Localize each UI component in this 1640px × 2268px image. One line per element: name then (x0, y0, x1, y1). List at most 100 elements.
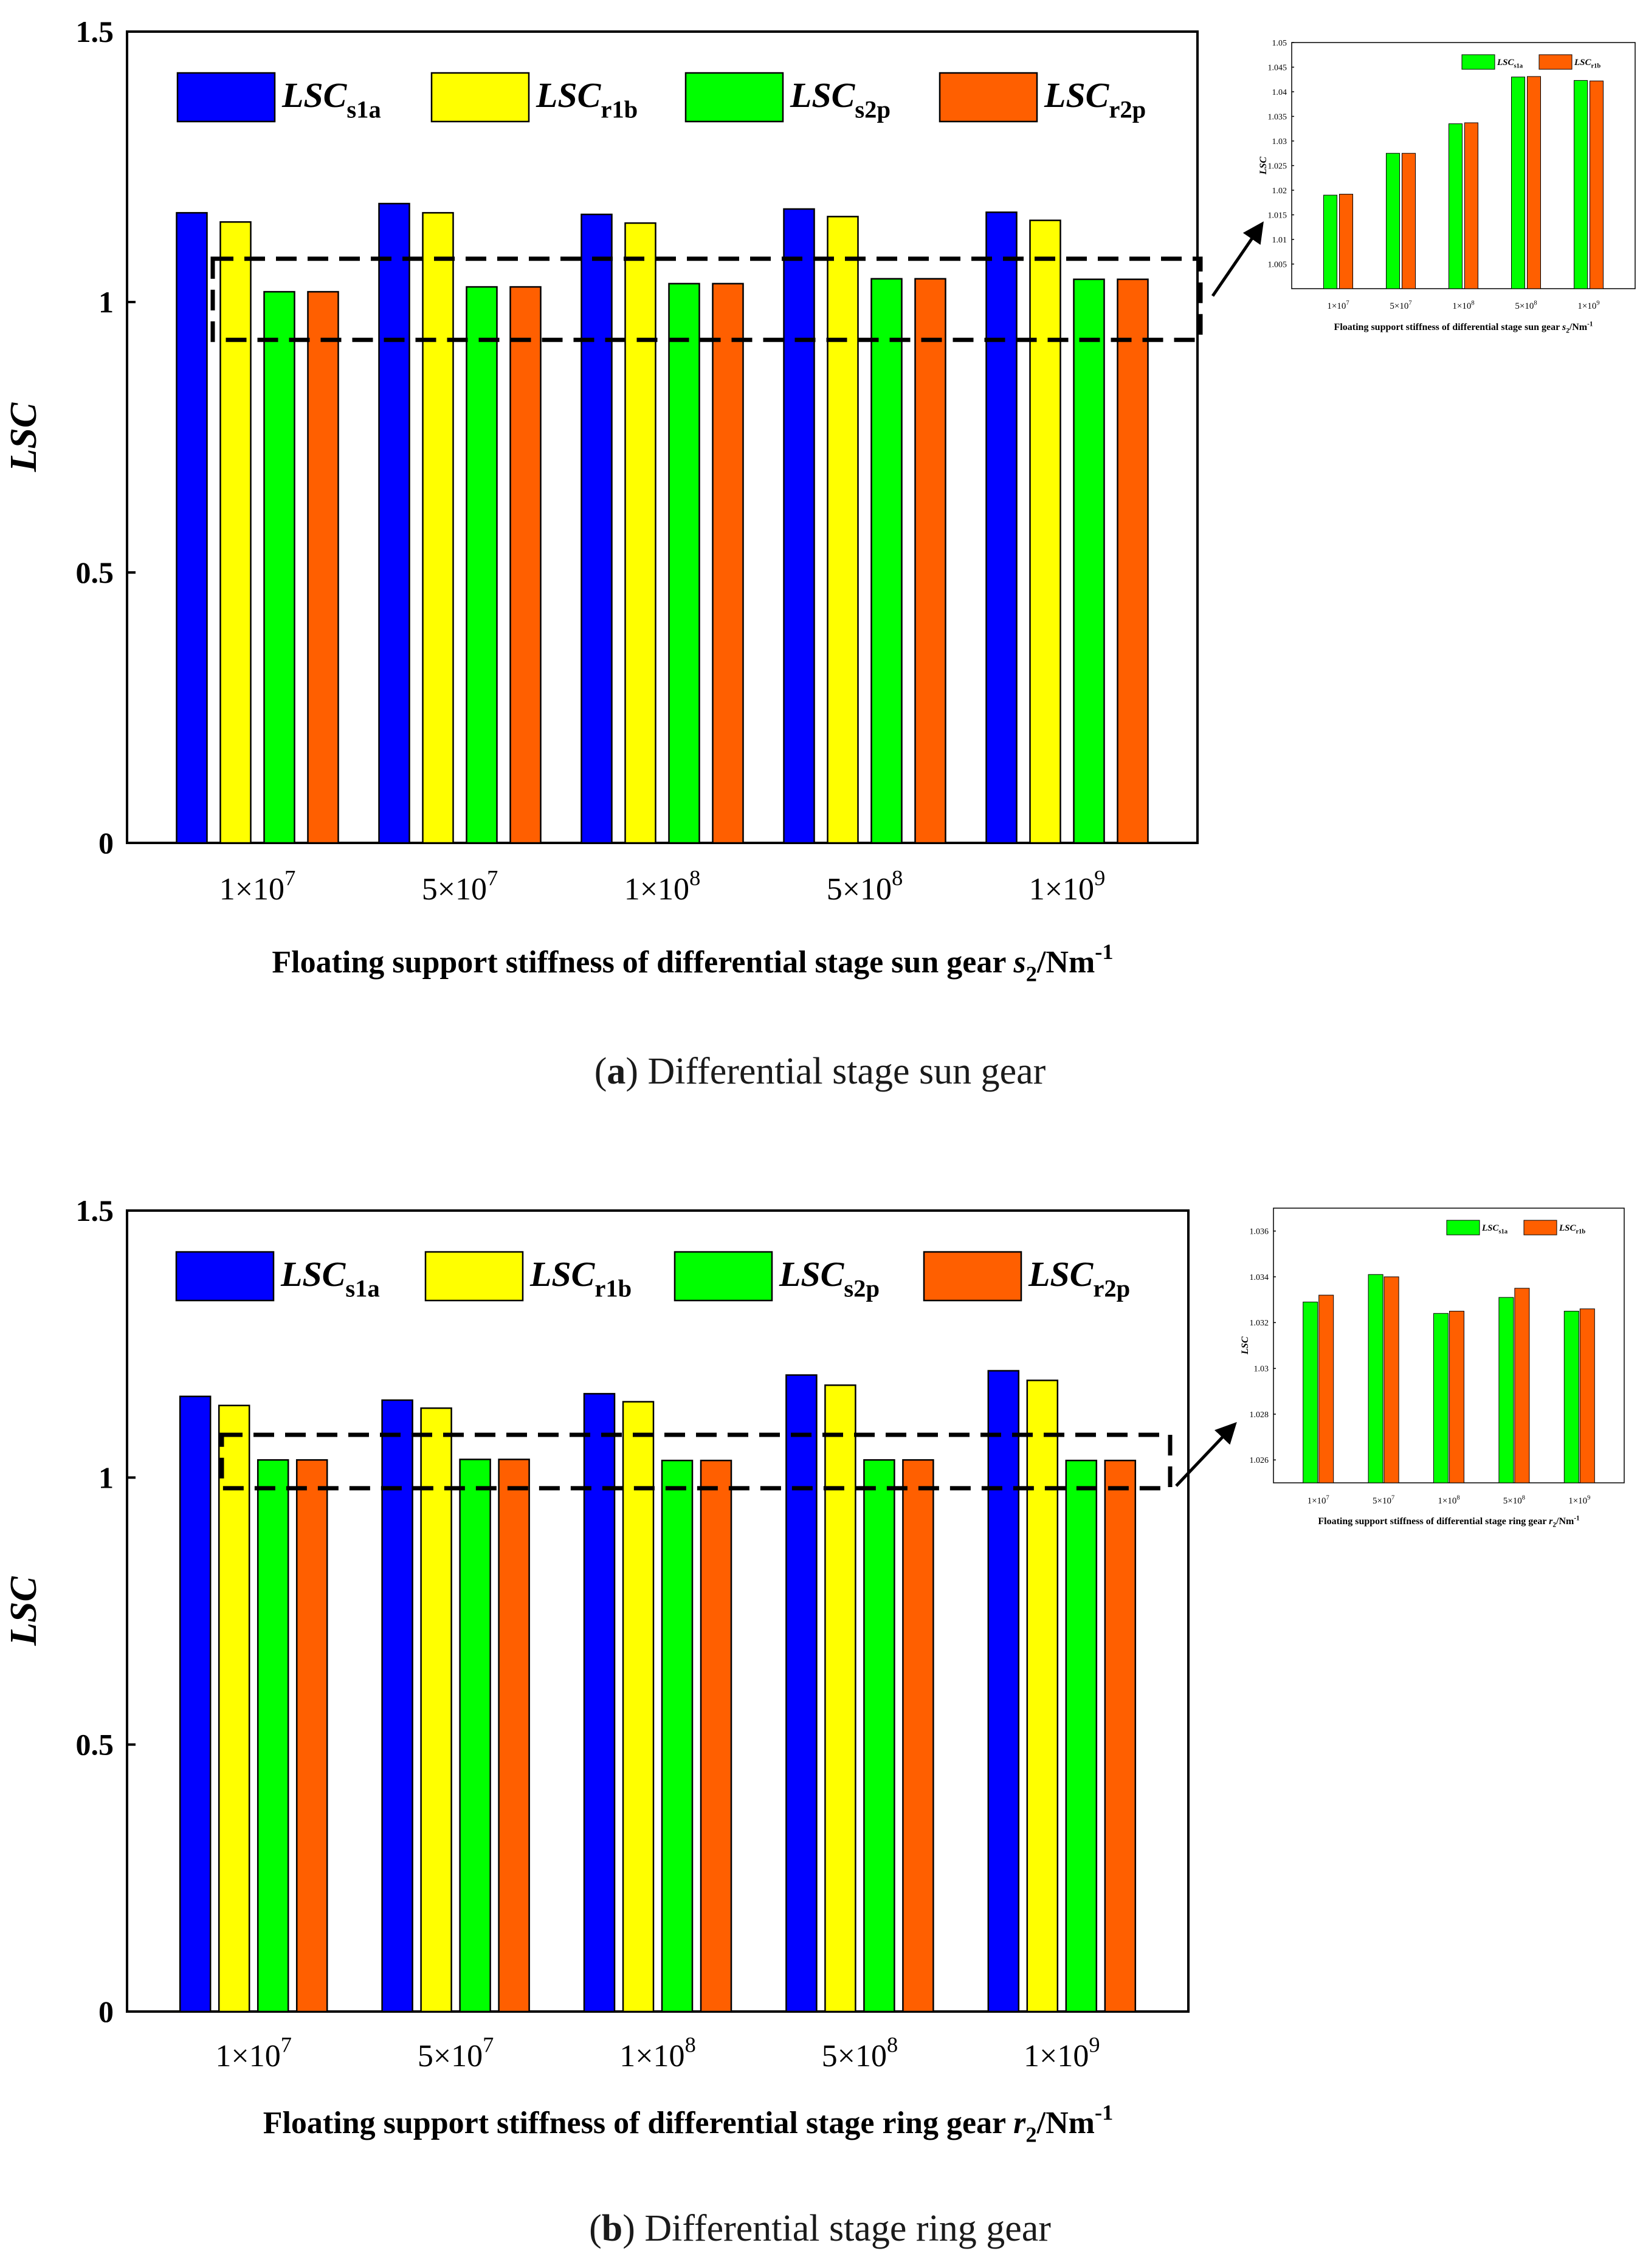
chart-a-xtick-label: 1×109 (1029, 866, 1106, 907)
chart-b-bar-r2p (902, 1459, 934, 2013)
chart-a-xlabel: Floating support stiffness of differenti… (272, 940, 1113, 986)
chart-b-legend-swatch-r2p (923, 1251, 1022, 1302)
chart-a-legend-sub: r2p (1109, 95, 1146, 123)
chart-a-xtick-base: 1×10 (219, 872, 284, 907)
chart-b-inset-bar-r2p (1383, 1276, 1399, 1483)
chart-b-inset-xtick-exp: 7 (1326, 1494, 1329, 1501)
chart-b-xtick-label: 1×109 (1024, 2033, 1100, 2074)
chart-a-legend-label-s2p: LSCs2p (790, 75, 891, 123)
caption-b-letter: b (601, 2208, 623, 2249)
chart-a-legend-label-s1a: LSCs1a (281, 75, 381, 123)
chart-a-xtick-exp: 7 (284, 866, 295, 890)
chart-a-legend-label-r1b: LSCr1b (536, 75, 638, 123)
chart-a-xlabel-text: Floating support stiffness of differenti… (272, 945, 1013, 980)
chart-a-bar-s2p (263, 290, 295, 844)
chart-b-inset-ytick-label: 1.026 (1250, 1456, 1269, 1465)
chart-b-xtick-base: 1×10 (215, 2039, 280, 2074)
chart-a-inset-ytick-label: 1.045 (1268, 63, 1287, 72)
chart-b-inset-xtick-exp: 8 (1456, 1494, 1459, 1501)
chart-b-inset-legend-sub: r1b (1576, 1228, 1586, 1235)
chart-a-inset-legend-sub: s1a (1514, 63, 1523, 69)
chart-a-bar-r2p (307, 290, 339, 844)
chart-a-plot-frame (126, 30, 1199, 844)
chart-a-inset-xtick-label: 5×108 (1515, 300, 1537, 311)
chart-b-bar-s1a (785, 1374, 818, 2013)
chart-b-bar-r2p (1104, 1459, 1137, 2013)
chart-a-inset-legend-swatch-s2p (1461, 54, 1495, 70)
chart-a-bar-r1b (219, 221, 252, 844)
chart-b-legend-sub: s2p (844, 1274, 880, 1302)
chart-a-inset-xtick-label: 1×109 (1577, 300, 1599, 311)
chart-b-legend-swatch-s2p (674, 1251, 773, 1302)
chart-a-xlabel-sub: 2 (1026, 962, 1037, 986)
chart-a-inset-xtick-base: 5×10 (1390, 301, 1408, 311)
chart-b-inset-legend-label-r2p: LSCr1b (1559, 1223, 1585, 1235)
chart-b-inset-xtick-label: 1×109 (1568, 1494, 1590, 1506)
chart-b-bar-r2p (295, 1459, 328, 2013)
chart-a-ytick-label: 0.5 (76, 555, 114, 589)
chart-b-inset-xtick-base: 1×10 (1308, 1496, 1326, 1506)
chart-b-inset-ytick-label: 1.028 (1250, 1411, 1269, 1420)
chart-a-inset-ylabel: LSC (1258, 157, 1269, 176)
chart-a-bar-r2p (914, 278, 946, 844)
chart-b-inset-xtick-exp: 7 (1391, 1494, 1394, 1501)
chart-b-inset-xlabel-unit: /Nm (1556, 1516, 1574, 1527)
chart-a-legend-label-r2p: LSCr2p (1044, 75, 1146, 123)
chart-b-legend-swatch-s1a (175, 1251, 275, 1302)
chart-a-bar-r1b (827, 216, 859, 844)
chart-b-inset-bar-r2p (1514, 1288, 1530, 1483)
caption-b: (b) Differential stage ring gear (589, 2208, 1051, 2249)
chart-a-xtick-label: 5×108 (827, 866, 903, 907)
chart-b-ytick-label: 0.5 (76, 1728, 114, 1762)
chart-a-inset-legend-swatch-r2p (1538, 54, 1573, 70)
chart-a-bar-s2p (466, 286, 498, 844)
chart-b-inset-bar-r2p (1318, 1294, 1334, 1483)
chart-b-ytick-label: 1 (98, 1460, 114, 1494)
chart-a-inset-xtick-base: 1×10 (1452, 301, 1471, 311)
chart-a-legend-swatch-r1b (430, 72, 530, 123)
chart-b-inset-legend-sub: s1a (1499, 1228, 1508, 1235)
chart-b-legend-swatch-r1b (424, 1251, 524, 1302)
chart-b-bar-s2p (863, 1459, 895, 2013)
chart-a-xlabel-sup: -1 (1095, 940, 1113, 964)
chart-a-xtick-label: 1×108 (624, 866, 701, 907)
chart-b-legend-sub: r2p (1093, 1274, 1130, 1302)
chart-a-inset-ytick-label: 1.03 (1272, 137, 1287, 146)
chart-b-bar-s1a (987, 1370, 1020, 2013)
caption-a-text: Differential stage sun gear (638, 1051, 1046, 1092)
chart-a-inset-legend-main: LSC (1497, 58, 1515, 67)
chart-b-xlabel: Floating support stiffness of differenti… (263, 2100, 1114, 2146)
chart-a-bar-r1b (624, 222, 656, 844)
chart-a-xtick-label: 1×107 (219, 866, 296, 907)
chart-b-xtick-exp: 7 (483, 2033, 494, 2057)
chart-b-xtick-label: 5×107 (418, 2033, 494, 2074)
chart-b-xtick-exp: 9 (1089, 2033, 1100, 2057)
chart-b-legend-label-s1a: LSCs1a (280, 1254, 380, 1302)
chart-a-inset-xtick-exp: 7 (1408, 300, 1411, 306)
chart-b-ytick-label: 1.5 (76, 1194, 114, 1228)
chart-a-inset-xlabel-text: Floating support stiffness of differenti… (1334, 322, 1562, 332)
chart-a-bar-s1a (985, 211, 1018, 844)
chart-a-ylabel: LSC (3, 402, 44, 472)
chart-b-xtick-base: 1×10 (619, 2039, 684, 2074)
caption-a-letter: a (607, 1051, 626, 1092)
chart-a-inset: 1.005 1.01 1.015 1.02 1.025 1.03 1.035 1.04 1.04… (1258, 39, 1636, 334)
chart-a-inset-xtick-base: 5×10 (1515, 301, 1534, 311)
chart-b-legend-main: LSC (280, 1254, 346, 1294)
chart-b-legend-label-s2p: LSCs2p (779, 1254, 880, 1302)
chart-a-inset-bar-s2p (1386, 153, 1400, 289)
chart-a-inset-ytick-label: 1.015 (1268, 211, 1287, 220)
chart-a-inset-xtick-exp: 8 (1471, 300, 1474, 306)
chart-b-inset-xtick-base: 5×10 (1503, 1496, 1522, 1506)
chart-b-inset-bar-s2p (1498, 1297, 1514, 1483)
chart-b-bar-s1a (583, 1393, 616, 2013)
chart-b-bar-r1b (218, 1404, 250, 2013)
chart-b-inset-legend-label-s2p: LSCs1a (1481, 1223, 1508, 1235)
chart-b-xtick-label: 1×107 (215, 2033, 292, 2074)
chart-b-bar-s2p (459, 1459, 491, 2013)
chart-a-legend-sub: r1b (601, 95, 638, 123)
chart-a-xlabel-unit: /Nm (1036, 945, 1095, 980)
chart-b-inset-xlabel: Floating support stiffness of differenti… (1318, 1514, 1580, 1528)
chart-a-inset-xtick-label: 5×107 (1390, 300, 1411, 311)
